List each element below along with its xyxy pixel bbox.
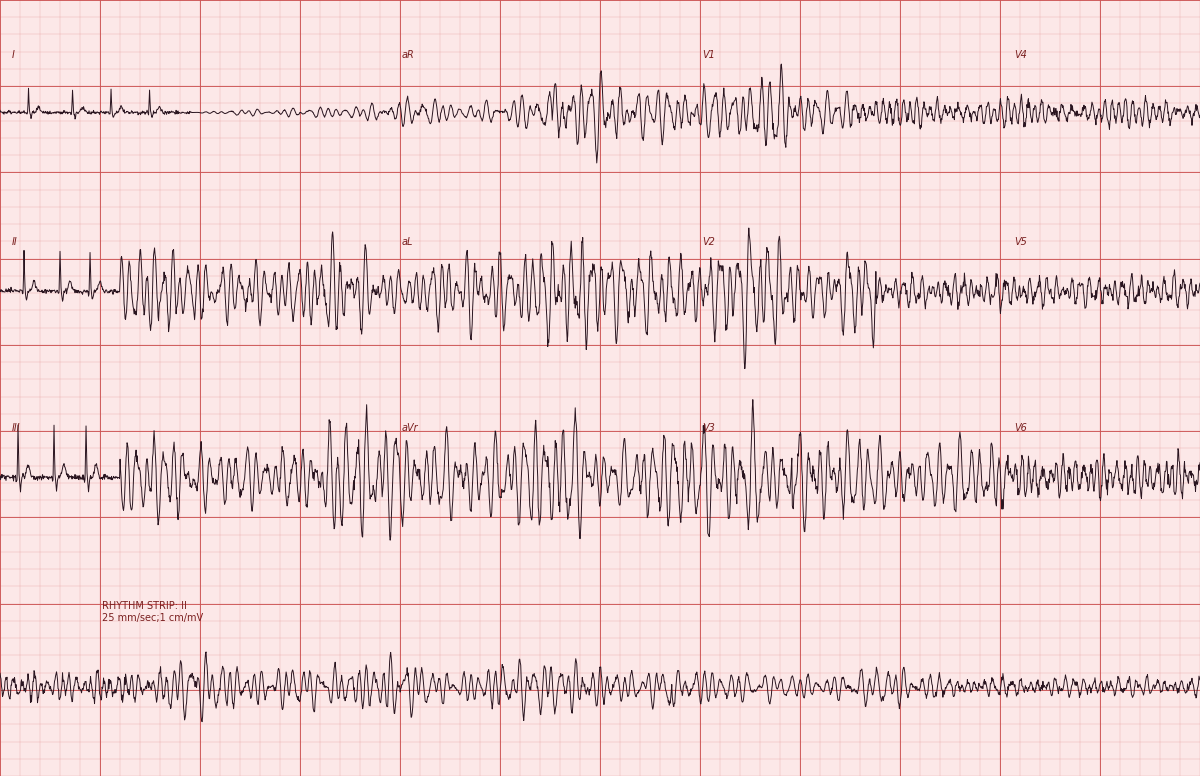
Text: II: II xyxy=(12,237,18,247)
Text: V4: V4 xyxy=(1014,50,1027,61)
Text: V2: V2 xyxy=(702,237,715,247)
Text: V1: V1 xyxy=(702,50,715,61)
Text: aR: aR xyxy=(402,50,415,61)
Text: V5: V5 xyxy=(1014,237,1027,247)
Text: aL: aL xyxy=(402,237,413,247)
Text: V6: V6 xyxy=(1014,423,1027,433)
Text: V3: V3 xyxy=(702,423,715,433)
Text: aVr: aVr xyxy=(402,423,419,433)
Text: RHYTHM STRIP: II
25 mm/sec;1 cm/mV: RHYTHM STRIP: II 25 mm/sec;1 cm/mV xyxy=(102,601,203,623)
Text: I: I xyxy=(12,50,14,61)
Text: III: III xyxy=(12,423,20,433)
